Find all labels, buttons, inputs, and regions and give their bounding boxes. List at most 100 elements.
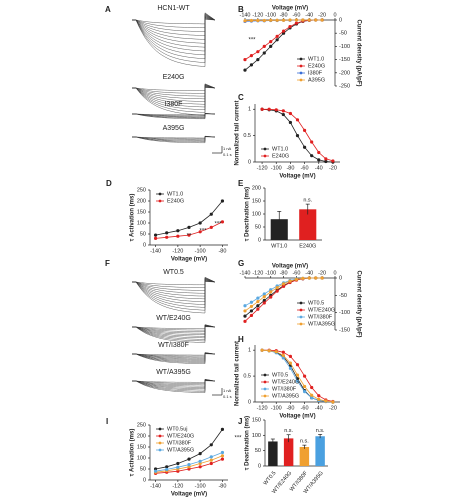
x-tick-label: -120 xyxy=(252,12,263,18)
data-point xyxy=(275,34,279,38)
data-point xyxy=(165,235,169,239)
y-tick-label: 250 xyxy=(137,422,146,428)
legend-marker xyxy=(299,322,303,326)
data-point xyxy=(281,356,285,360)
data-point xyxy=(187,463,191,467)
y-tick-label: 200 xyxy=(252,185,261,191)
current-trace xyxy=(132,12,216,67)
data-point xyxy=(267,107,271,111)
legend-label: WT/E240G xyxy=(272,379,299,385)
legend-marker xyxy=(158,448,162,452)
current-trace xyxy=(132,136,216,141)
current-trace xyxy=(132,379,216,388)
x-tick-label: -120 xyxy=(257,405,268,411)
data-point xyxy=(209,461,213,466)
current-trace xyxy=(132,326,216,332)
x-tick-label: -80 xyxy=(280,12,288,18)
y-axis-label: τ Deactivation (ms) xyxy=(245,416,251,470)
y-tick-label: 0 xyxy=(258,463,261,469)
x-axis-label: Voltage (mV) xyxy=(272,264,308,270)
data-point xyxy=(324,399,328,403)
data-point xyxy=(275,18,279,22)
x-tick-label: -100 xyxy=(271,165,282,171)
data-point xyxy=(187,225,191,229)
data-point xyxy=(295,134,300,138)
current-trace xyxy=(132,352,216,364)
data-point xyxy=(198,221,202,225)
data-point xyxy=(320,276,324,280)
data-point xyxy=(198,459,202,463)
current-trace xyxy=(132,325,216,339)
data-point xyxy=(317,397,321,402)
x-tick-label: -120 xyxy=(252,270,263,276)
current-trace xyxy=(132,379,216,391)
current-trace xyxy=(132,83,216,113)
bar xyxy=(268,441,278,466)
x-tick-label: -140 xyxy=(150,483,161,489)
data-point xyxy=(176,469,180,473)
x-tick-label: -60 xyxy=(301,405,309,411)
data-point xyxy=(288,111,293,116)
data-point xyxy=(301,276,305,280)
current-trace xyxy=(132,113,216,118)
current-trace xyxy=(132,324,216,343)
data-point xyxy=(256,50,260,54)
current-trace xyxy=(132,326,216,329)
y-tick-label: 50 xyxy=(255,448,261,454)
data-point xyxy=(256,299,260,304)
current-trace xyxy=(132,85,216,102)
x-tick-label: -140 xyxy=(239,12,250,18)
current-trace xyxy=(132,352,216,363)
legend-marker xyxy=(263,373,267,377)
y-axis-label: Current density (pA/pF) xyxy=(355,271,361,338)
current-trace xyxy=(132,17,216,32)
panel-label: H xyxy=(238,335,244,344)
current-trace xyxy=(132,86,216,94)
current-trace xyxy=(132,280,216,288)
y-tick-label: 50 xyxy=(140,466,146,472)
data-point xyxy=(295,373,300,377)
data-point xyxy=(314,276,318,280)
trace-label: WT/E240G xyxy=(156,315,191,322)
current-trace xyxy=(132,352,216,361)
data-point xyxy=(198,452,202,456)
x-tick-label: -40 xyxy=(305,270,313,276)
data-point xyxy=(220,220,225,224)
annotation: *** xyxy=(248,38,256,44)
data-point xyxy=(249,300,254,304)
data-point xyxy=(281,29,286,33)
current-trace xyxy=(132,17,216,36)
data-point xyxy=(209,458,213,462)
current-trace xyxy=(132,18,216,29)
y-tick-label: -50 xyxy=(339,31,347,37)
data-point xyxy=(256,58,260,62)
legend-label: A395G xyxy=(308,77,325,83)
legend-label: I380F xyxy=(308,70,323,76)
current-trace xyxy=(132,277,216,308)
x-tick-label: WT0.5 xyxy=(263,470,278,486)
series-line xyxy=(155,200,223,236)
data-point xyxy=(295,118,300,122)
x-tick-label: -20 xyxy=(329,405,337,411)
legend-marker xyxy=(263,147,267,151)
data-point xyxy=(294,18,299,22)
trace-label: WT0.5 xyxy=(163,269,184,276)
trace-label: WT/I380F xyxy=(158,342,189,349)
data-point xyxy=(288,25,292,29)
y-tick-label: 150 xyxy=(252,198,261,204)
data-point xyxy=(153,236,158,240)
y-tick-label: 200 xyxy=(137,433,146,439)
data-point xyxy=(331,400,335,404)
x-tick-label: -80 xyxy=(286,405,294,411)
data-point xyxy=(274,350,278,354)
data-point xyxy=(320,18,324,22)
current-trace xyxy=(132,279,216,297)
legend-marker xyxy=(299,57,303,61)
data-point xyxy=(302,374,307,378)
data-point xyxy=(281,353,285,357)
data-point xyxy=(209,443,213,447)
legend-marker xyxy=(299,78,303,82)
data-point xyxy=(176,229,180,233)
x-tick-label: -20 xyxy=(318,270,326,276)
x-tick-label: -60 xyxy=(292,12,300,18)
